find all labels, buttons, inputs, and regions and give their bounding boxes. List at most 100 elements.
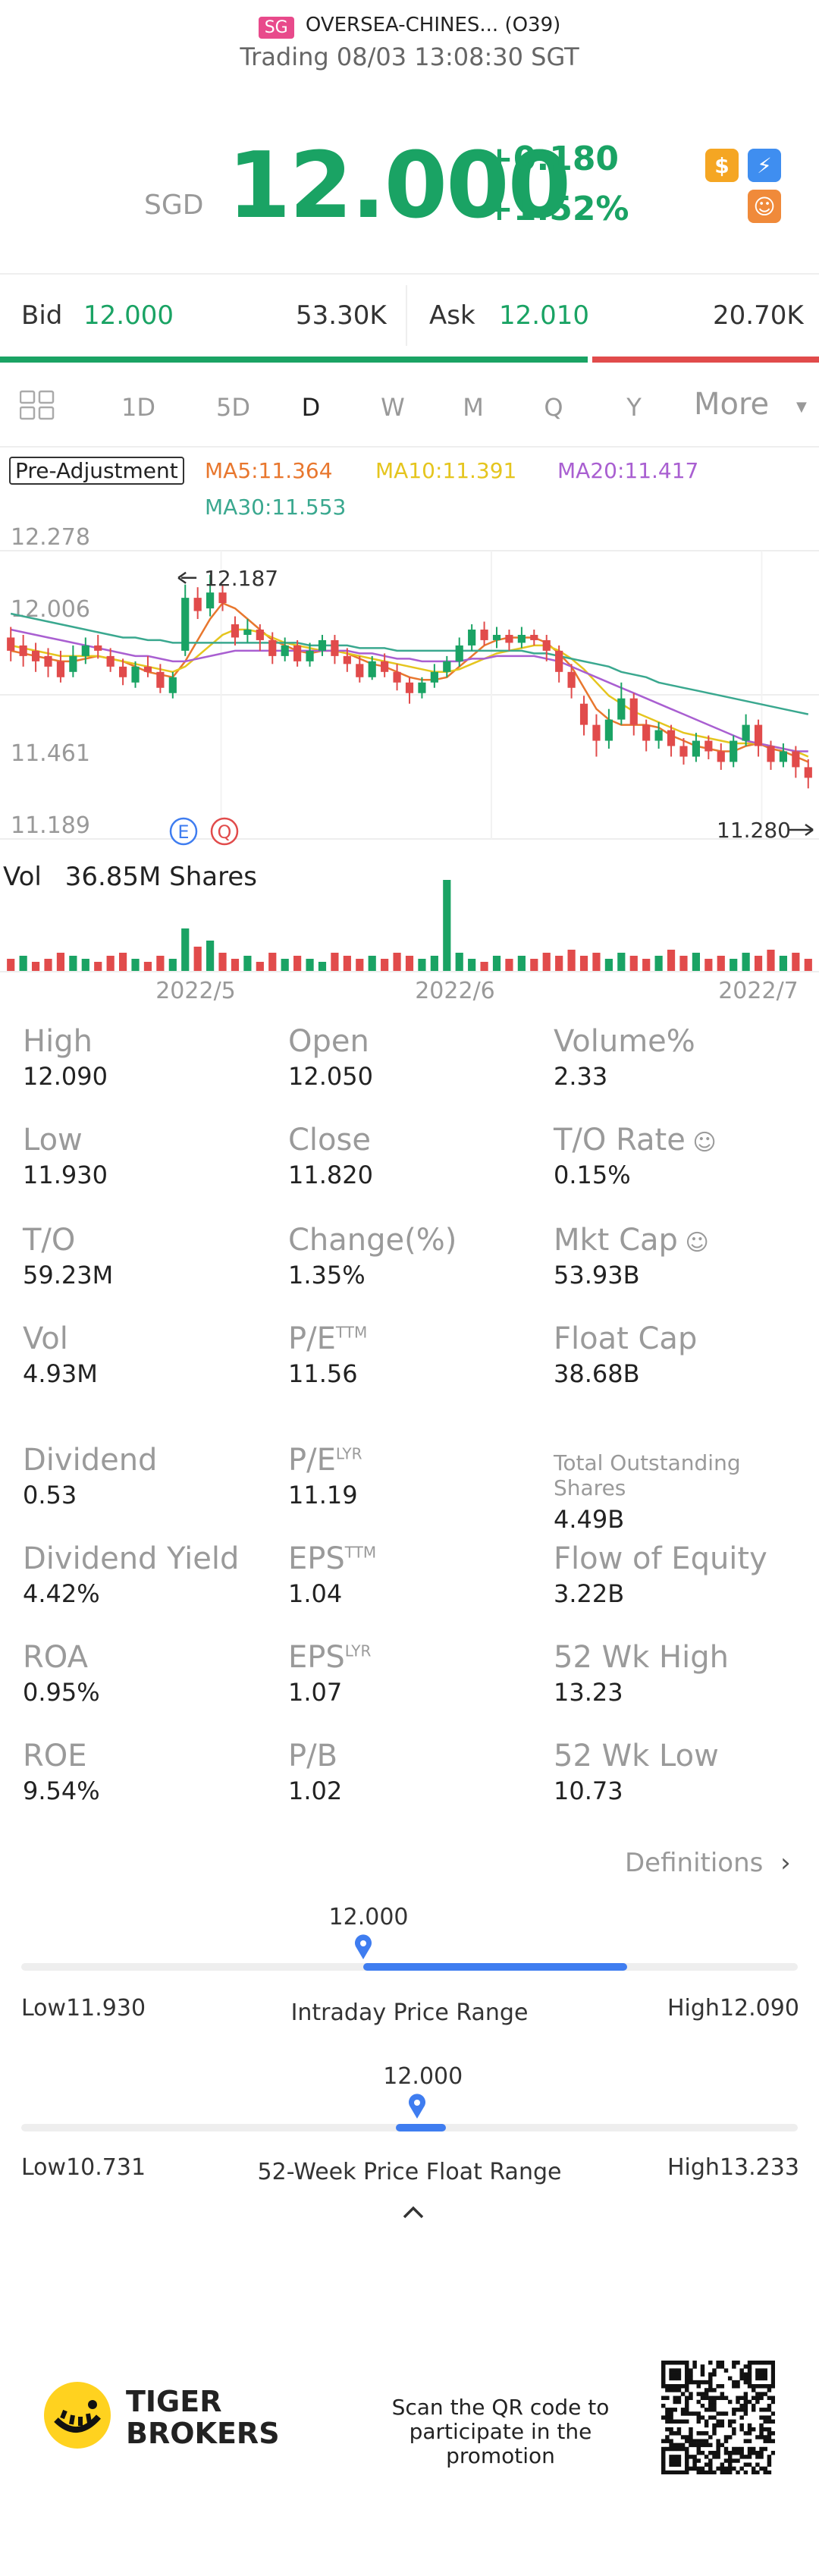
intraday-high: High12.090 xyxy=(667,1995,799,2022)
stock-title[interactable]: OVERSEA-CHINES... (O39) xyxy=(305,14,561,36)
volume-bar xyxy=(654,956,663,971)
dollar-icon[interactable]: $ xyxy=(705,149,739,182)
x-tick-label: 2022/7 xyxy=(718,978,799,1004)
more-tab[interactable]: More xyxy=(694,387,770,422)
volume-bar xyxy=(579,956,588,971)
stat-label: 52 Wk High xyxy=(554,1640,729,1675)
stat-open: Open 12.050 xyxy=(288,1024,373,1091)
volume-bar xyxy=(231,959,240,971)
volume-bar xyxy=(181,928,190,971)
tab-d[interactable]: D xyxy=(301,393,321,422)
stat-value: 0.95% xyxy=(23,1678,100,1707)
bid-ask-panel: Bid 12.000 53.30K Ask 12.010 20.70K xyxy=(0,275,819,360)
info-icon[interactable]: ☺ xyxy=(685,1129,717,1156)
candle-body xyxy=(667,730,676,746)
scan-text: Scan the QR code to participate in the p… xyxy=(364,2395,637,2468)
tab-q[interactable]: Q xyxy=(544,393,563,422)
candle-body xyxy=(181,598,190,651)
chart-type-icon[interactable] xyxy=(19,390,55,420)
stat-dividend-yield: Dividend Yield 4.42% xyxy=(23,1541,239,1608)
tab-5d[interactable]: 5D xyxy=(216,393,250,422)
stat-dividend: Dividend 0.53 xyxy=(23,1443,157,1509)
volume-bar xyxy=(629,956,638,971)
ma20-value: MA20:11.417 xyxy=(557,458,699,483)
stat-label: Dividend Yield xyxy=(23,1541,240,1576)
stat-value: 4.42% xyxy=(23,1579,100,1608)
y-tick-label: 12.006 xyxy=(11,596,90,623)
candle-body xyxy=(679,746,688,757)
stat-label: Change(%) xyxy=(288,1223,457,1258)
candle-body xyxy=(405,682,414,693)
volume-bar xyxy=(617,953,626,971)
y-tick-label: 12.278 xyxy=(11,524,90,551)
stat-mkt-cap[interactable]: Mkt Cap ☺ 53.93B xyxy=(554,1223,709,1290)
x-tick-label: 2022/5 xyxy=(155,978,236,1004)
volume-bar xyxy=(468,959,476,971)
definitions-link[interactable]: Definitions › xyxy=(625,1848,791,1878)
stat-change: Change(%) 1.35% xyxy=(288,1223,457,1290)
flash-icon[interactable]: ⚡ xyxy=(748,149,781,182)
tab-m[interactable]: M xyxy=(463,393,484,422)
info-icon[interactable]: ☺ xyxy=(677,1230,709,1256)
stat-52-wk-low: 52 Wk Low 10.73 xyxy=(554,1739,719,1805)
volume-bar xyxy=(692,953,701,971)
stat-close: Close 11.820 xyxy=(288,1123,373,1189)
volume-bar xyxy=(717,956,725,971)
stat-value: 11.820 xyxy=(288,1161,373,1189)
mascot-icon[interactable]: ☺ xyxy=(748,190,781,223)
stat-label: Dividend xyxy=(23,1443,158,1478)
stat-volume: Volume% 2.33 xyxy=(554,1024,695,1091)
price-change-percent: +1.52% xyxy=(485,190,629,228)
y-tick-label: 11.461 xyxy=(11,740,90,767)
stat-p-b: P/B 1.02 xyxy=(288,1739,342,1805)
market-badge: SG xyxy=(258,17,294,39)
candle-body xyxy=(318,639,327,651)
chevron-down-icon[interactable]: ▼ xyxy=(796,399,807,415)
volume-label: Vol 36.85M Shares xyxy=(3,862,257,892)
arrow-right-icon xyxy=(805,823,814,837)
pre-adjustment-button[interactable]: Pre-Adjustment xyxy=(9,457,184,485)
volume-value: 36.85M Shares xyxy=(64,862,257,892)
stat-label: P/ELYR xyxy=(288,1443,362,1478)
candle-body xyxy=(480,629,488,640)
candle-body xyxy=(629,698,638,725)
stat-label: Close xyxy=(288,1123,371,1158)
volume-bar xyxy=(356,959,364,971)
stat-t-o-rate[interactable]: T/O Rate ☺ 0.15% xyxy=(554,1123,717,1189)
chevron-up-icon[interactable] xyxy=(402,2204,425,2223)
stat-label: Flow of Equity xyxy=(554,1541,767,1576)
stat-label: EPSLYR xyxy=(288,1640,372,1675)
volume-bar xyxy=(256,962,264,971)
stat-p-e-lyr: P/ELYR 11.19 xyxy=(288,1443,362,1509)
price-change: +0.180 xyxy=(485,140,620,178)
stat-value: 1.35% xyxy=(288,1261,366,1290)
tab-y[interactable]: Y xyxy=(626,393,642,422)
volume-bar xyxy=(156,956,165,971)
volume-bar xyxy=(530,959,538,971)
stat-float-cap: Float Cap 38.68B xyxy=(554,1321,697,1388)
week52-high: High13.233 xyxy=(667,2154,799,2181)
candlestick-chart[interactable]: 12.278 12.006 11.461 11.189 12.187 11.280 E Q 20… xyxy=(0,523,819,1024)
stat-roa: ROA 0.95% xyxy=(23,1640,100,1707)
volume-bar xyxy=(418,959,426,971)
candle-body xyxy=(443,661,451,672)
volume-bar xyxy=(505,959,513,971)
intraday-pin-icon xyxy=(353,1934,373,1963)
volume-bar xyxy=(517,956,526,971)
stat-value: 1.07 xyxy=(288,1678,343,1707)
quarter-badge-icon xyxy=(210,817,239,846)
brand-line1: TIGER xyxy=(126,2385,222,2418)
stat-label: Open xyxy=(288,1024,369,1059)
tab-w[interactable]: W xyxy=(381,393,405,422)
volume-bar xyxy=(480,962,488,971)
event-badge-label: E xyxy=(177,821,189,843)
stat-value: 2.33 xyxy=(554,1062,608,1091)
volume-bar xyxy=(131,959,140,971)
volume-bar xyxy=(667,950,676,971)
tab-1d[interactable]: 1D xyxy=(121,393,155,422)
candle-body xyxy=(256,629,264,640)
stat-label: Vol xyxy=(23,1321,68,1356)
qr-code-icon[interactable] xyxy=(661,2361,775,2474)
scan-line1: Scan the QR code to xyxy=(391,2395,610,2420)
volume-bar xyxy=(143,962,152,971)
